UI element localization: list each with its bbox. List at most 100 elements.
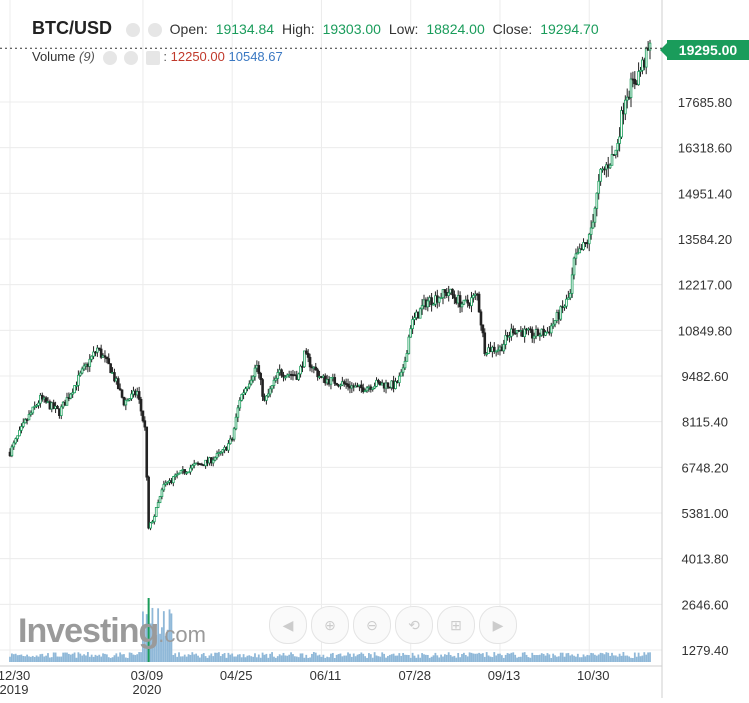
candle-body <box>227 443 230 451</box>
high-label: High: <box>282 21 315 37</box>
volume-bar <box>214 652 217 662</box>
zoom-out-button[interactable]: ⊖ <box>353 606 391 644</box>
candle-body <box>40 394 44 400</box>
candle-body <box>164 482 168 485</box>
candle-body <box>261 379 264 397</box>
close-value: 19294.70 <box>540 21 599 37</box>
volume-bar <box>373 652 376 662</box>
volume-bar <box>225 657 228 662</box>
volume-bar <box>263 654 266 662</box>
volume-bar <box>172 654 175 662</box>
candle-body <box>625 96 629 101</box>
y-tick-label: 16318.60 <box>678 141 732 156</box>
scroll-right-button[interactable]: ▶ <box>479 606 517 644</box>
volume-bar <box>115 653 118 662</box>
volume-bar <box>58 656 61 662</box>
volume-bar <box>16 655 19 662</box>
candle-body <box>462 299 466 305</box>
volume-bar <box>495 655 498 662</box>
y-tick-label: 10849.80 <box>678 323 732 338</box>
volume-bar <box>52 652 55 662</box>
eye-icon[interactable] <box>125 23 140 38</box>
volume-bar <box>66 652 68 662</box>
candle-body <box>65 397 69 406</box>
volume-bar <box>531 652 534 662</box>
volume-bar <box>83 654 85 662</box>
volume-bar <box>166 629 169 662</box>
y-tick-label: 4013.80 <box>682 552 729 567</box>
volume-bar <box>457 652 460 662</box>
low-value: 18824.00 <box>426 21 485 37</box>
candle-body <box>409 328 413 338</box>
candle-body <box>346 383 350 387</box>
candle-body <box>365 387 369 392</box>
volume-bar <box>476 653 479 662</box>
candle-body <box>504 335 507 345</box>
volume-bar <box>200 654 203 662</box>
volume-bar <box>550 657 553 662</box>
chart-toolbar: ◀ ⊕ ⊖ ⟲ ⊞ ▶ <box>269 606 517 646</box>
volume-bar <box>578 657 581 662</box>
volume-bar <box>345 655 348 662</box>
volume-bar <box>390 654 393 662</box>
x-year-label: 2020 <box>132 682 161 697</box>
volume-bar <box>206 657 209 662</box>
candle-body <box>502 344 506 352</box>
volume-bar <box>12 654 15 662</box>
candle-body <box>103 355 107 358</box>
candle-body <box>373 385 376 389</box>
volume-bar <box>303 657 306 662</box>
volume-bar <box>349 653 351 662</box>
candle-body <box>166 481 169 484</box>
volume-bar <box>94 654 97 662</box>
volume-bar <box>104 653 106 662</box>
candle-body <box>595 192 599 209</box>
x-year-label: 2019 <box>0 682 28 697</box>
volume-bar <box>71 653 74 662</box>
volume-bar <box>113 655 116 662</box>
volume-bar <box>326 656 329 662</box>
candle-body <box>173 474 177 478</box>
fit-button[interactable]: ⊞ <box>437 606 475 644</box>
volume-bar <box>411 652 414 662</box>
volume-bar <box>413 655 416 662</box>
candle-body <box>244 388 247 394</box>
x-tick-label: 06/11 <box>310 668 342 683</box>
volume-bar <box>157 608 160 662</box>
volume-bar <box>599 652 602 662</box>
volume-bar <box>519 656 522 662</box>
volume-bar <box>174 653 177 662</box>
candle-body <box>105 356 109 360</box>
logo-brand: Investing <box>18 612 159 650</box>
volume-bar <box>626 655 629 662</box>
y-tick-label: 17685.80 <box>678 95 732 110</box>
gear-icon[interactable] <box>147 23 162 38</box>
zoom-reset-button[interactable]: ⟲ <box>395 606 433 644</box>
volume-bar <box>293 656 296 662</box>
volume-bar <box>193 654 196 662</box>
candle-body <box>447 292 450 296</box>
volume-bar <box>288 654 291 662</box>
volume-bar <box>421 653 424 662</box>
candle-body <box>285 374 289 378</box>
volume-bar <box>402 653 405 662</box>
volume-bar <box>432 655 435 662</box>
volume-bar <box>29 656 32 662</box>
volume-bar <box>354 656 357 662</box>
eye-icon[interactable] <box>102 50 117 65</box>
candle-body <box>496 349 500 352</box>
volume-bar <box>641 655 644 662</box>
zoom-in-button[interactable]: ⊕ <box>311 606 349 644</box>
candle-body <box>211 459 215 464</box>
volume-bar <box>238 654 241 662</box>
volume-bar <box>512 652 515 662</box>
volume-bar <box>305 654 308 662</box>
volume-bar <box>309 657 311 662</box>
volume-bar <box>637 652 640 662</box>
volume-bar <box>244 657 247 662</box>
close-icon[interactable] <box>145 50 160 65</box>
gear-icon[interactable] <box>124 50 139 65</box>
scroll-left-button[interactable]: ◀ <box>269 606 307 644</box>
